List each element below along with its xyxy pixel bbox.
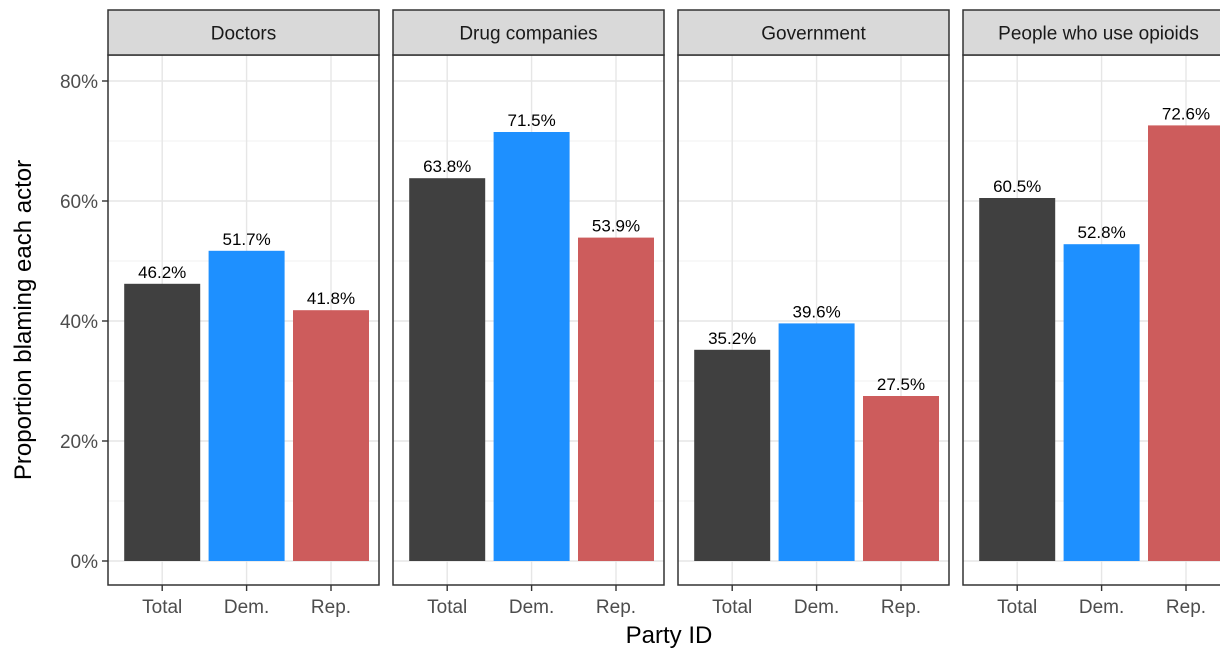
bar-value-label: 63.8% [423,157,471,176]
bar-value-label: 53.9% [592,217,640,236]
x-tick-label: Rep. [311,597,351,618]
facet-strip [677,9,950,56]
x-tick-label: Total [997,597,1037,618]
bar-value-label: 39.6% [792,302,840,321]
bar-total [979,198,1056,561]
y-tick-label: 80% [60,72,98,93]
y-axis-title: Proportion blaming each actor [10,160,37,480]
facet-strip-label: People who use opioids [998,24,1199,45]
facet-strip-label: Doctors [211,24,276,45]
y-tick-label: 40% [60,312,98,333]
bar-value-label: 41.8% [307,289,355,308]
bar-total [694,349,771,561]
bar-value-label: 35.2% [708,329,756,348]
x-tick-label: Rep. [881,597,921,618]
bar-dem [493,132,570,561]
x-tick-label: Dem. [224,597,269,618]
bar-value-label: 46.2% [138,263,186,282]
x-tick-label: Dem. [1079,597,1124,618]
y-tick-label: 60% [60,192,98,213]
bar-value-label: 51.7% [222,230,270,249]
x-tick-label: Dem. [794,597,839,618]
bar-rep [293,310,369,561]
x-axis-title: Party ID [626,622,713,649]
y-tick-label: 0% [71,552,99,573]
facet-strip [107,9,380,56]
facet-strip [962,9,1220,56]
facet-strip-label: Government [761,24,866,45]
x-tick-label: Total [427,597,467,618]
bar-rep [578,237,654,561]
bar-value-label: 27.5% [877,375,925,394]
panel-0: 46.2% 51.7% 41.8% Doctors Total Dem. Rep. [107,9,380,618]
bar-value-label: 60.5% [993,177,1041,196]
y-tick-label: 20% [60,432,98,453]
x-tick-label: Total [142,597,182,618]
bar-rep [863,396,939,561]
bar-value-label: 71.5% [507,111,555,130]
facet-strip [392,9,665,56]
panel-3: 60.5% 52.8% 72.6% People who use opioids Tot… [962,9,1220,618]
bar-dem [208,250,285,562]
bar-dem [1063,244,1140,561]
x-tick-label: Rep. [596,597,636,618]
x-tick-label: Total [712,597,752,618]
panel-1: 63.8% 71.5% 53.9% Drug companies Total Dem. Re… [392,9,665,618]
x-tick-label: Dem. [509,597,554,618]
bar-rep [1148,125,1220,562]
bar-total [124,283,201,561]
bar-value-label: 52.8% [1077,223,1125,242]
facet-strip-label: Drug companies [459,24,597,45]
bar-value-label: 72.6% [1162,104,1210,123]
bar-dem [778,323,855,561]
x-tick-label: Rep. [1166,597,1206,618]
bar-total [409,178,486,561]
panel-2: 35.2% 39.6% 27.5% Government Total Dem. Rep. [677,9,950,618]
